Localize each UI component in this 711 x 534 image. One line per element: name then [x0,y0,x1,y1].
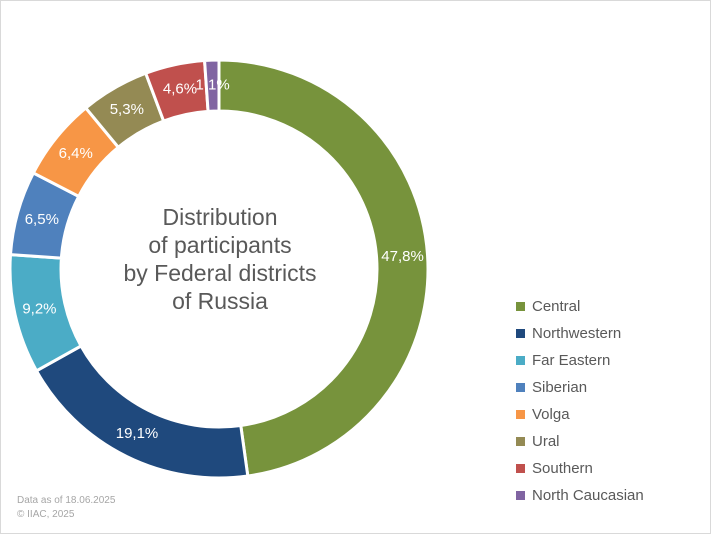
legend-item-ural: Ural [516,428,644,455]
legend-item-volga: Volga [516,401,644,428]
data-label-volga: 6,4% [59,145,93,162]
chart-title-line-2: of participants [148,232,292,258]
legend-swatch-northwestern [516,329,525,338]
donut-slice-north-caucasian [202,58,221,113]
legend-swatch-siberian [516,383,525,392]
data-label-central: 47,8% [381,248,424,265]
chart-title: Distribution of participants by Federal … [90,203,350,315]
data-label-north-caucasian: 1,1% [196,77,230,94]
legend-label-northwestern: Northwestern [532,325,622,342]
legend-swatch-volga [516,410,525,419]
chart-legend: Central Northwestern Far Eastern Siberian Vo… [516,293,644,509]
legend-label-volga: Volga [532,406,570,423]
data-label-northwestern: 19,1% [116,425,159,442]
legend-label-central: Central [532,298,581,315]
footnote-copyright: © IIAC, 2025 [17,509,75,520]
data-label-ural: 5,3% [110,101,144,118]
footnote-date: Data as of 18.06.2025 [17,495,116,506]
legend-swatch-far-eastern [516,356,525,365]
legend-item-siberian: Siberian [516,374,644,401]
data-label-southern: 4,6% [163,81,197,98]
legend-item-southern: Southern [516,455,644,482]
legend-label-north-caucasian: North Caucasian [532,487,644,504]
legend-swatch-southern [516,464,525,473]
donut-slice-northwestern [34,343,250,480]
legend-item-far-eastern: Far Eastern [516,347,644,374]
legend-swatch-ural [516,437,525,446]
data-label-siberian: 6,5% [25,211,59,228]
chart-title-line-3: by Federal districts [123,260,317,286]
legend-item-north-caucasian: North Caucasian [516,482,644,509]
legend-swatch-north-caucasian [516,491,525,500]
legend-label-ural: Ural [532,433,560,450]
legend-swatch-central [516,302,525,311]
legend-item-central: Central [516,293,644,320]
footnote: Data as of 18.06.2025 © IIAC, 2025 [17,494,115,522]
chart-title-line-4: of Russia [172,288,268,314]
data-label-far-eastern: 9,2% [22,301,56,318]
chart-title-line-1: Distribution [162,204,278,230]
donut-slice-central [217,58,430,478]
legend-label-far-eastern: Far Eastern [532,352,611,369]
legend-label-southern: Southern [532,460,593,477]
legend-item-northwestern: Northwestern [516,320,644,347]
legend-label-siberian: Siberian [532,379,588,396]
